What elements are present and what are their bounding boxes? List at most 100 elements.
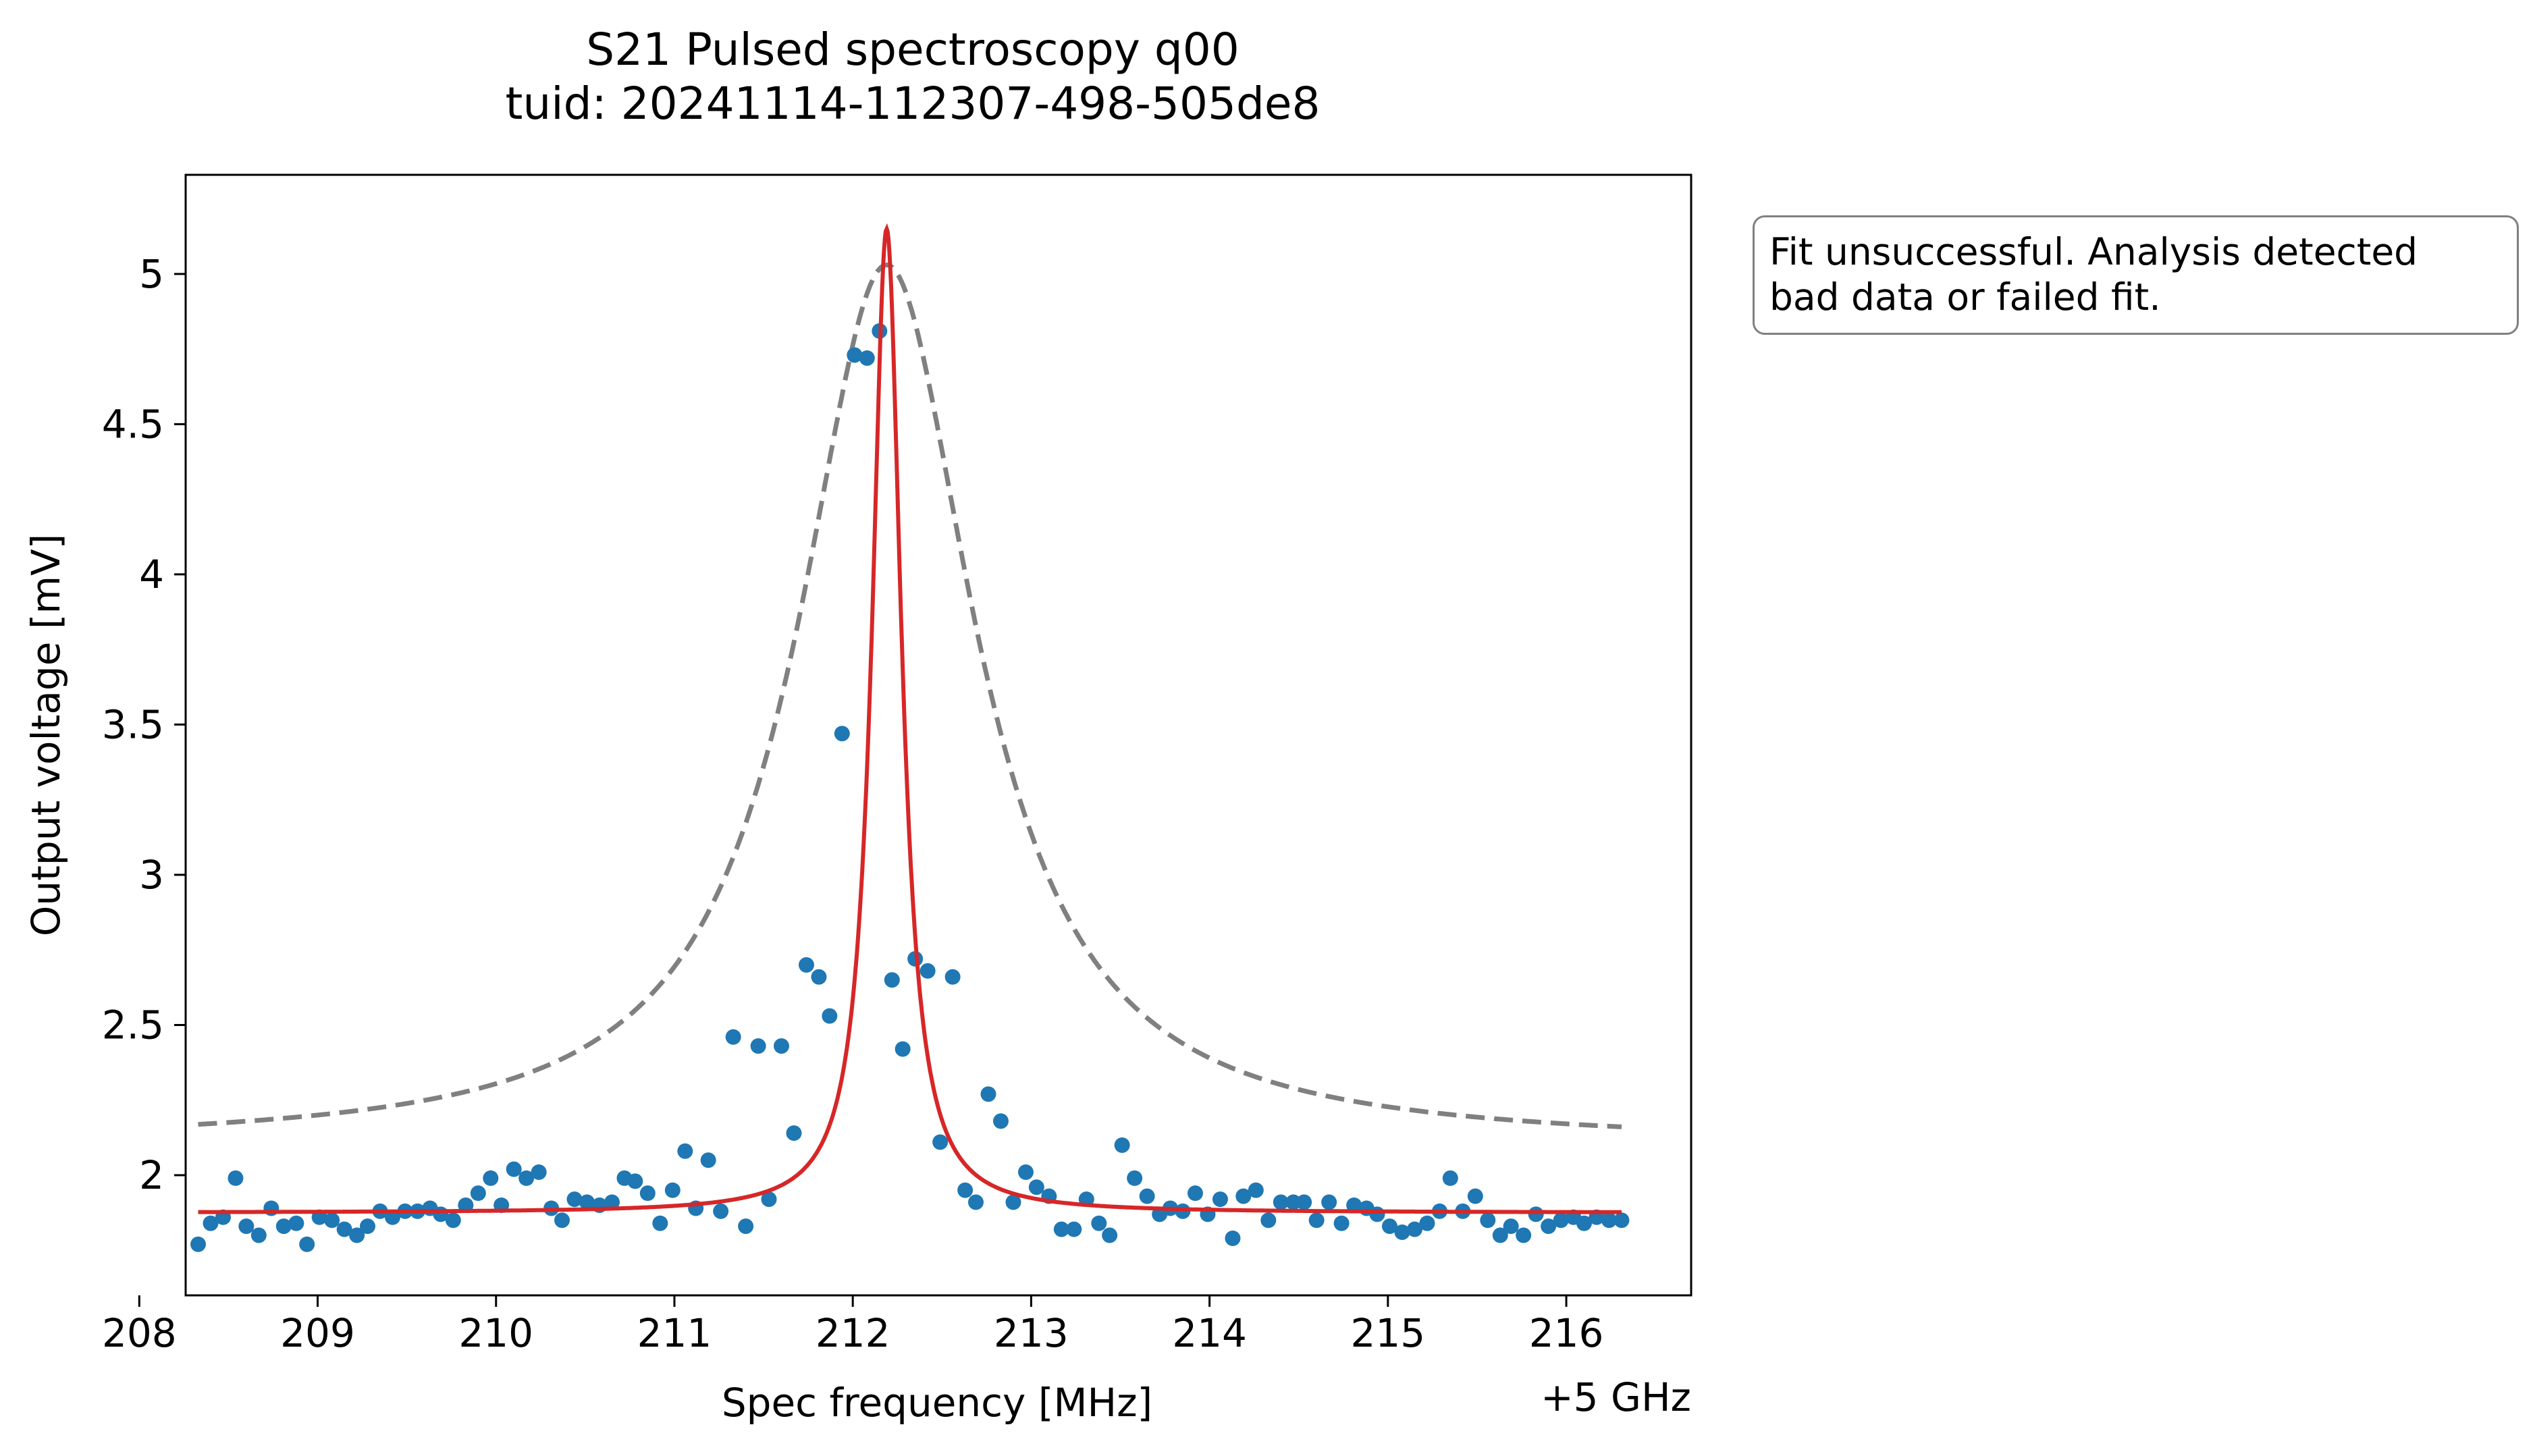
data-point <box>1541 1218 1557 1235</box>
data-point <box>1053 1221 1069 1237</box>
data-point <box>336 1221 352 1237</box>
initial-guess-line <box>198 262 1622 1129</box>
x-tick-label: 214 <box>1172 1310 1247 1356</box>
data-point <box>1235 1188 1252 1204</box>
data-point <box>847 347 863 363</box>
data-point <box>506 1161 522 1177</box>
data-point <box>652 1215 668 1231</box>
data-point <box>700 1152 716 1168</box>
data-point <box>299 1236 315 1252</box>
chart-subtitle: tuid: 20241114-112307-498-505de8 <box>506 78 1321 130</box>
data-point <box>1248 1182 1264 1198</box>
x-offset-label: +5 GHz <box>1541 1374 1691 1420</box>
data-point <box>773 1038 789 1054</box>
data-point <box>1127 1170 1143 1186</box>
x-tick-label: 216 <box>1529 1310 1604 1356</box>
data-point <box>1553 1212 1569 1229</box>
data-point <box>1492 1227 1508 1243</box>
data-point <box>1406 1221 1422 1237</box>
data-point <box>859 350 875 366</box>
y-tick-label: 3 <box>139 852 164 898</box>
data-point <box>566 1191 583 1208</box>
data-point <box>238 1218 255 1235</box>
data-point <box>604 1194 620 1210</box>
data-point <box>1102 1227 1118 1243</box>
x-axis: 208 209 210 211 212 213 214 215 216 <box>102 1295 1603 1356</box>
data-point <box>1346 1197 1362 1213</box>
data-point <box>531 1164 547 1181</box>
data-point <box>967 1194 984 1210</box>
data-point <box>627 1173 643 1189</box>
data-point <box>1369 1206 1385 1222</box>
y-axis-label: Output voltage [mV] <box>23 534 69 936</box>
x-tick-label: 215 <box>1350 1310 1425 1356</box>
data-point <box>288 1215 304 1231</box>
data-point <box>738 1218 754 1235</box>
data-point <box>1273 1194 1289 1210</box>
data-point <box>1139 1188 1155 1204</box>
data-point <box>1114 1137 1130 1153</box>
data-point <box>324 1212 340 1229</box>
series-layer <box>190 223 1630 1252</box>
data-point <box>811 969 827 985</box>
data-point <box>1467 1188 1483 1204</box>
x-tick-label: 212 <box>816 1310 890 1356</box>
data-point <box>1308 1212 1325 1229</box>
data-point <box>445 1212 461 1229</box>
data-point <box>1601 1212 1617 1229</box>
data-point <box>1260 1212 1277 1229</box>
data-point <box>1017 1164 1034 1181</box>
data-point <box>1187 1185 1203 1202</box>
y-tick-label: 2.5 <box>102 1002 164 1048</box>
data-point <box>579 1194 595 1210</box>
data-point <box>470 1185 486 1202</box>
data-point <box>275 1218 292 1235</box>
data-point <box>349 1227 365 1243</box>
data-point <box>980 1086 996 1102</box>
data-point <box>1576 1215 1592 1231</box>
data-point <box>250 1227 267 1243</box>
data-point <box>228 1170 244 1186</box>
data-point <box>822 1008 838 1024</box>
y-tick-label: 5 <box>139 251 164 297</box>
data-point <box>1028 1179 1044 1195</box>
data-point <box>1091 1215 1107 1231</box>
data-point <box>919 963 936 979</box>
data-point <box>554 1212 570 1229</box>
y-axis: 2 2.5 3 3.5 4 4.5 5 <box>102 251 186 1198</box>
data-point <box>992 1113 1009 1129</box>
data-point <box>798 956 814 973</box>
data-point <box>1614 1212 1630 1229</box>
data-point <box>1321 1194 1337 1210</box>
plot-area <box>184 173 1692 1297</box>
data-point <box>1005 1194 1021 1210</box>
data-point <box>1480 1212 1496 1229</box>
data-point <box>834 726 850 742</box>
y-tick-label: 2 <box>139 1152 164 1198</box>
x-tick-label: 208 <box>102 1310 177 1356</box>
data-point <box>639 1185 656 1202</box>
data-point <box>518 1170 535 1186</box>
data-point <box>360 1218 376 1235</box>
data-point <box>725 1029 741 1045</box>
fit-line <box>198 223 1622 1214</box>
data-point <box>944 969 961 985</box>
data-point <box>1212 1191 1228 1208</box>
data-point <box>1516 1227 1532 1243</box>
data-point <box>1285 1194 1302 1210</box>
data-point <box>1528 1206 1544 1222</box>
chart-title: S21 Pulsed spectroscopy q00 <box>586 24 1239 76</box>
data-point <box>1381 1218 1397 1235</box>
data-point <box>203 1215 219 1231</box>
y-tick-label: 4.5 <box>102 401 164 447</box>
data-point <box>713 1203 729 1219</box>
data-point <box>664 1182 681 1198</box>
x-tick-label: 213 <box>994 1310 1069 1356</box>
data-point <box>1066 1221 1082 1237</box>
data-point <box>786 1125 802 1141</box>
data-point <box>932 1134 949 1150</box>
data-point <box>1503 1218 1519 1235</box>
y-tick-label: 4 <box>139 551 164 597</box>
x-tick-label: 209 <box>280 1310 355 1356</box>
